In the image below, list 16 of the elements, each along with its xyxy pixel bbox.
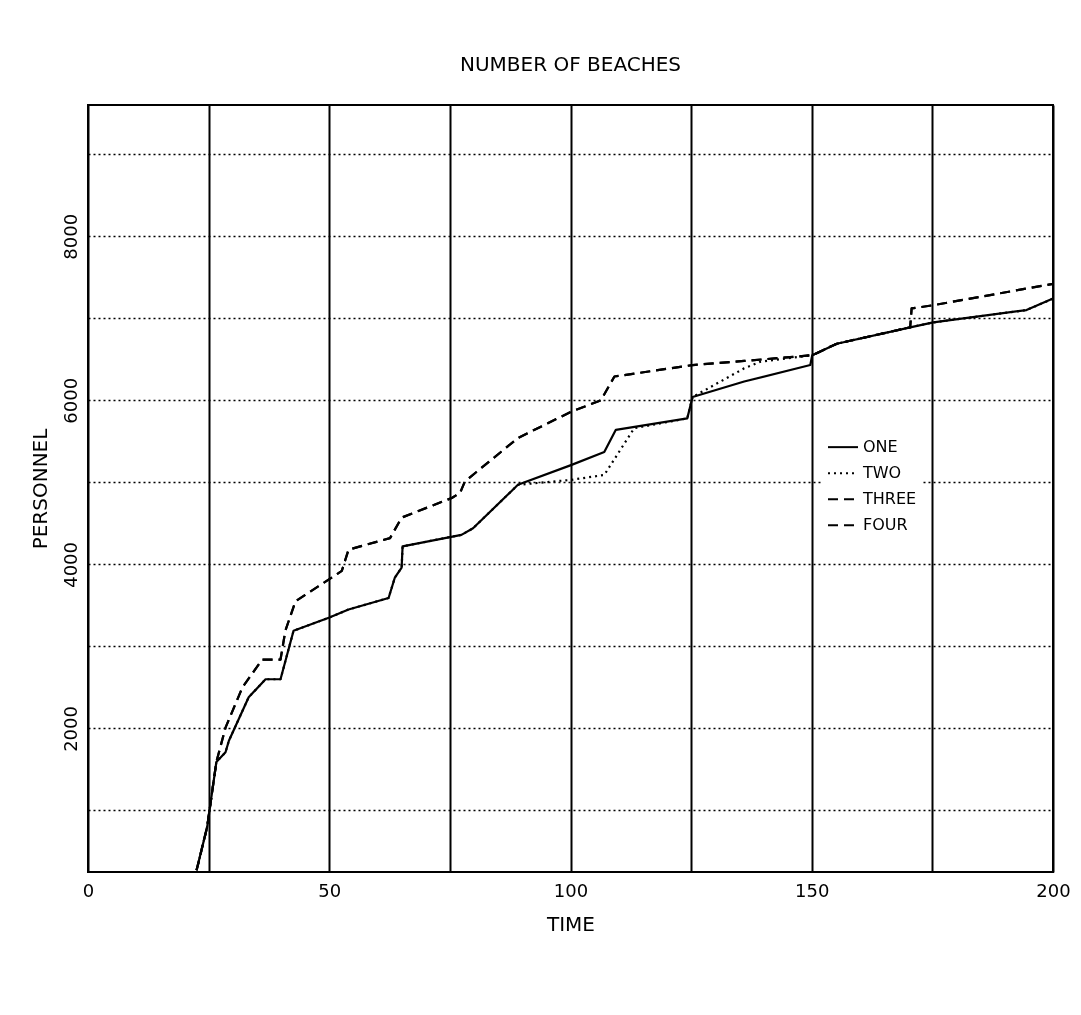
- legend-label: TWO: [862, 463, 902, 483]
- x-tick-label: 100: [553, 879, 589, 901]
- x-tick-label: 200: [1036, 879, 1071, 901]
- legend-label: FOUR: [863, 515, 908, 535]
- legend-label: ONE: [863, 437, 898, 457]
- y-tick-label: 4000: [59, 541, 81, 588]
- x-axis-title: TIME: [545, 911, 596, 936]
- x-tick-label: 0: [82, 879, 95, 901]
- y-tick-label: 6000: [59, 377, 81, 424]
- y-tick-label: 2000: [59, 706, 81, 752]
- x-tick-label: 50: [318, 879, 342, 901]
- y-tick-label: 8000: [59, 213, 81, 260]
- x-tick-label: 150: [795, 879, 830, 901]
- legend-label: THREE: [862, 489, 917, 509]
- y-axis-title: PERSONNEL: [27, 427, 52, 550]
- chart-title: NUMBER OF BEACHES: [459, 52, 682, 76]
